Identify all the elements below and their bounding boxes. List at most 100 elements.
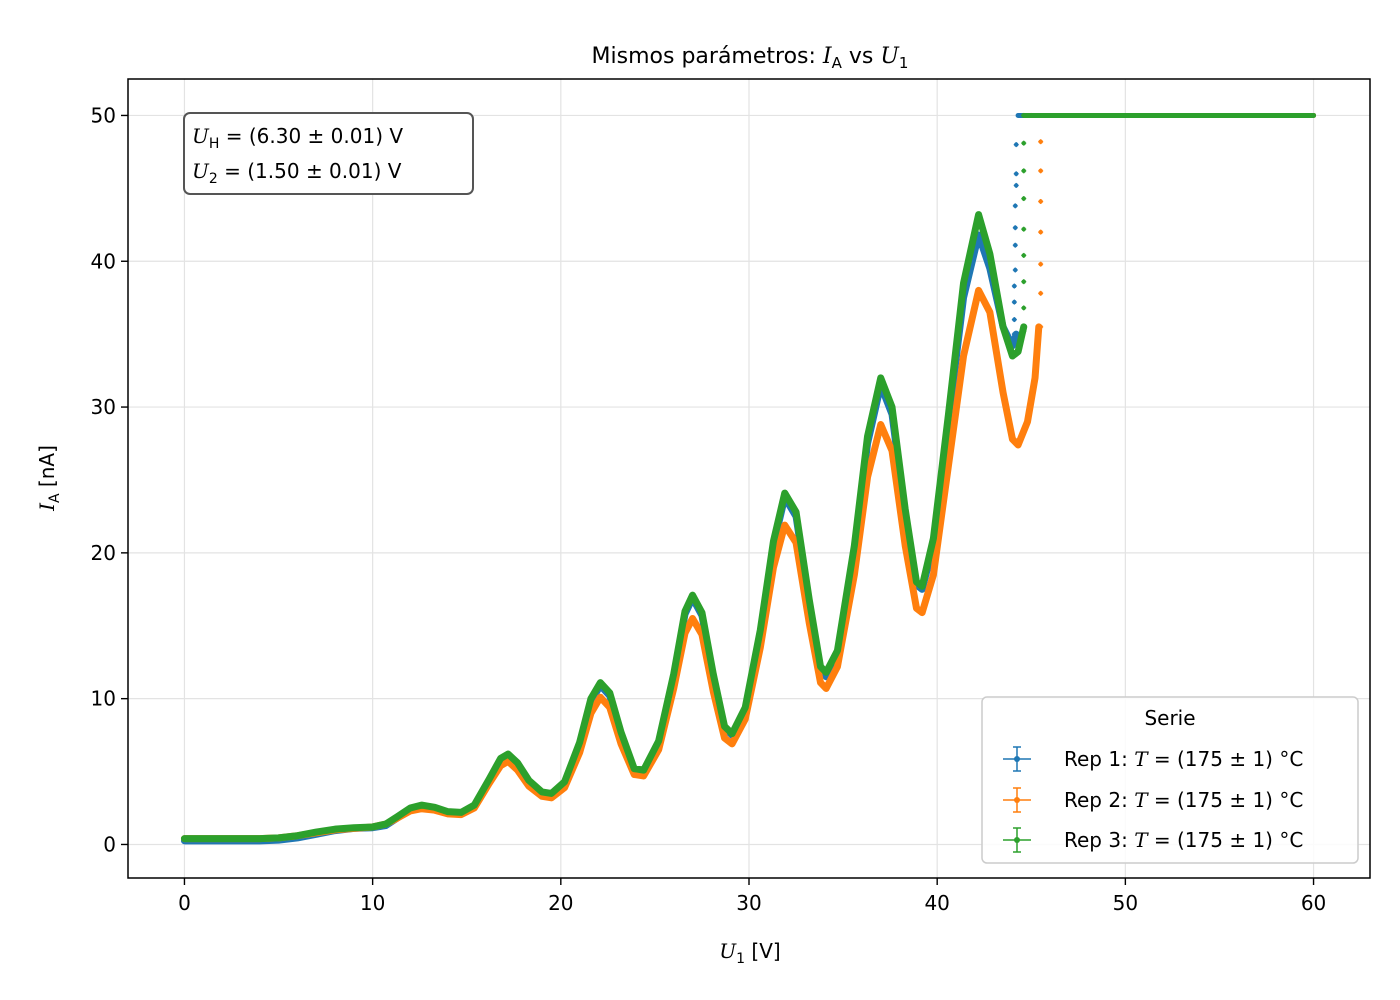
data-point: [758, 627, 763, 633]
data-point: [889, 404, 895, 410]
data-point: [961, 353, 966, 359]
data-point: [1014, 171, 1019, 176]
data-point: [823, 670, 829, 675]
data-point: [818, 664, 823, 669]
data-point: [656, 738, 661, 744]
data-point: [711, 671, 716, 677]
data-point: [976, 212, 981, 217]
y-tick-label: 50: [91, 103, 116, 127]
data-point: [598, 695, 603, 700]
legend-item-rep-1: Rep 1: T = (175 ± 1) °C: [1003, 746, 1303, 772]
data-point: [182, 836, 187, 841]
x-tick-label: 20: [548, 891, 573, 915]
plot-area: [180, 112, 1317, 845]
data-point: [987, 251, 993, 257]
data-point: [526, 778, 532, 783]
data-point: [498, 756, 503, 761]
data-point: [878, 422, 883, 427]
data-point: [1021, 253, 1026, 258]
data-point: [472, 802, 477, 808]
data-point: [515, 760, 520, 766]
data-point: [690, 616, 695, 621]
data-point: [1038, 291, 1043, 296]
chart-title: Mismos parámetros: IA vs U1: [592, 44, 909, 72]
data-point: [419, 802, 424, 808]
data-point: [682, 608, 688, 614]
y-tick-label: 30: [91, 395, 116, 419]
legend-label: Rep 3: T = (175 ± 1) °C: [1064, 828, 1303, 852]
data-point: [1013, 225, 1018, 230]
annotation-line-uh: UH = (6.30 ± 0.01) V: [192, 124, 403, 152]
data-point: [835, 648, 840, 653]
data-point: [946, 412, 951, 417]
y-tick-label: 10: [91, 687, 116, 711]
data-point: [865, 474, 870, 480]
data-point: [729, 741, 735, 747]
data-point: [1012, 317, 1017, 322]
data-point: [1015, 349, 1021, 354]
data-point: [577, 740, 582, 745]
data-point: [505, 759, 511, 764]
y-tick-label: 0: [103, 832, 116, 856]
x-tick-label: 50: [1113, 891, 1138, 915]
data-point: [618, 729, 624, 735]
legend-box: [981, 696, 1359, 864]
data-point: [889, 448, 895, 453]
data-point: [632, 766, 637, 771]
data-point: [1038, 199, 1043, 204]
data-point: [1032, 375, 1038, 381]
data-point: [394, 814, 400, 819]
data-point: [641, 773, 646, 779]
data-point: [1021, 168, 1026, 174]
data-point: [914, 579, 919, 585]
data-point: [722, 724, 727, 729]
data-point: [641, 767, 646, 773]
y-tick-label: 20: [91, 541, 116, 565]
y-axis-label: IA [nA]: [35, 445, 63, 512]
data-point: [818, 680, 823, 685]
data-point: [1025, 419, 1030, 424]
data-point: [1038, 139, 1043, 144]
data-point: [1010, 436, 1015, 442]
legend: Serie Rep 1: T = (175 ± 1) °C Rep 2: T = …: [981, 696, 1359, 864]
parameter-annotation: UH = (6.30 ± 0.01) V U2 = (1.50 ± 0.01) …: [183, 112, 474, 195]
legend-item-rep-2: Rep 2: T = (175 ± 1) °C: [1003, 787, 1303, 813]
data-point: [1012, 299, 1017, 305]
legend-marker: [1014, 837, 1020, 843]
data-point: [1013, 243, 1018, 248]
data-point: [1021, 226, 1026, 232]
data-point: [458, 810, 464, 815]
data-point: [722, 735, 727, 741]
x-tick-label: 10: [360, 891, 385, 915]
data-point: [1021, 279, 1026, 284]
data-point: [1015, 442, 1021, 448]
data-point: [1038, 168, 1043, 174]
data-point: [598, 680, 603, 685]
y-tick-label: 40: [91, 249, 116, 273]
data-point: [383, 821, 389, 827]
data-point: [919, 610, 925, 615]
data-point: [835, 664, 840, 669]
data-point: [931, 572, 936, 577]
data-point: [919, 584, 925, 589]
data-point: [1010, 353, 1015, 359]
data-point: [432, 805, 437, 810]
data-point: [914, 606, 919, 611]
data-point: [807, 597, 812, 602]
x-tick-label: 0: [178, 891, 191, 915]
data-point: [445, 809, 451, 814]
data-point: [865, 434, 870, 439]
data-point: [1013, 267, 1018, 273]
data-point: [549, 791, 554, 796]
annotation-box: [183, 112, 474, 195]
data-point: [931, 536, 936, 541]
data-point: [1014, 183, 1019, 188]
data-point: [1021, 329, 1026, 334]
data-point: [823, 686, 829, 691]
data-point: [332, 826, 338, 832]
data-point: [588, 696, 594, 701]
data-point: [743, 705, 748, 710]
data-point: [505, 751, 511, 757]
data-point: [1021, 324, 1026, 330]
